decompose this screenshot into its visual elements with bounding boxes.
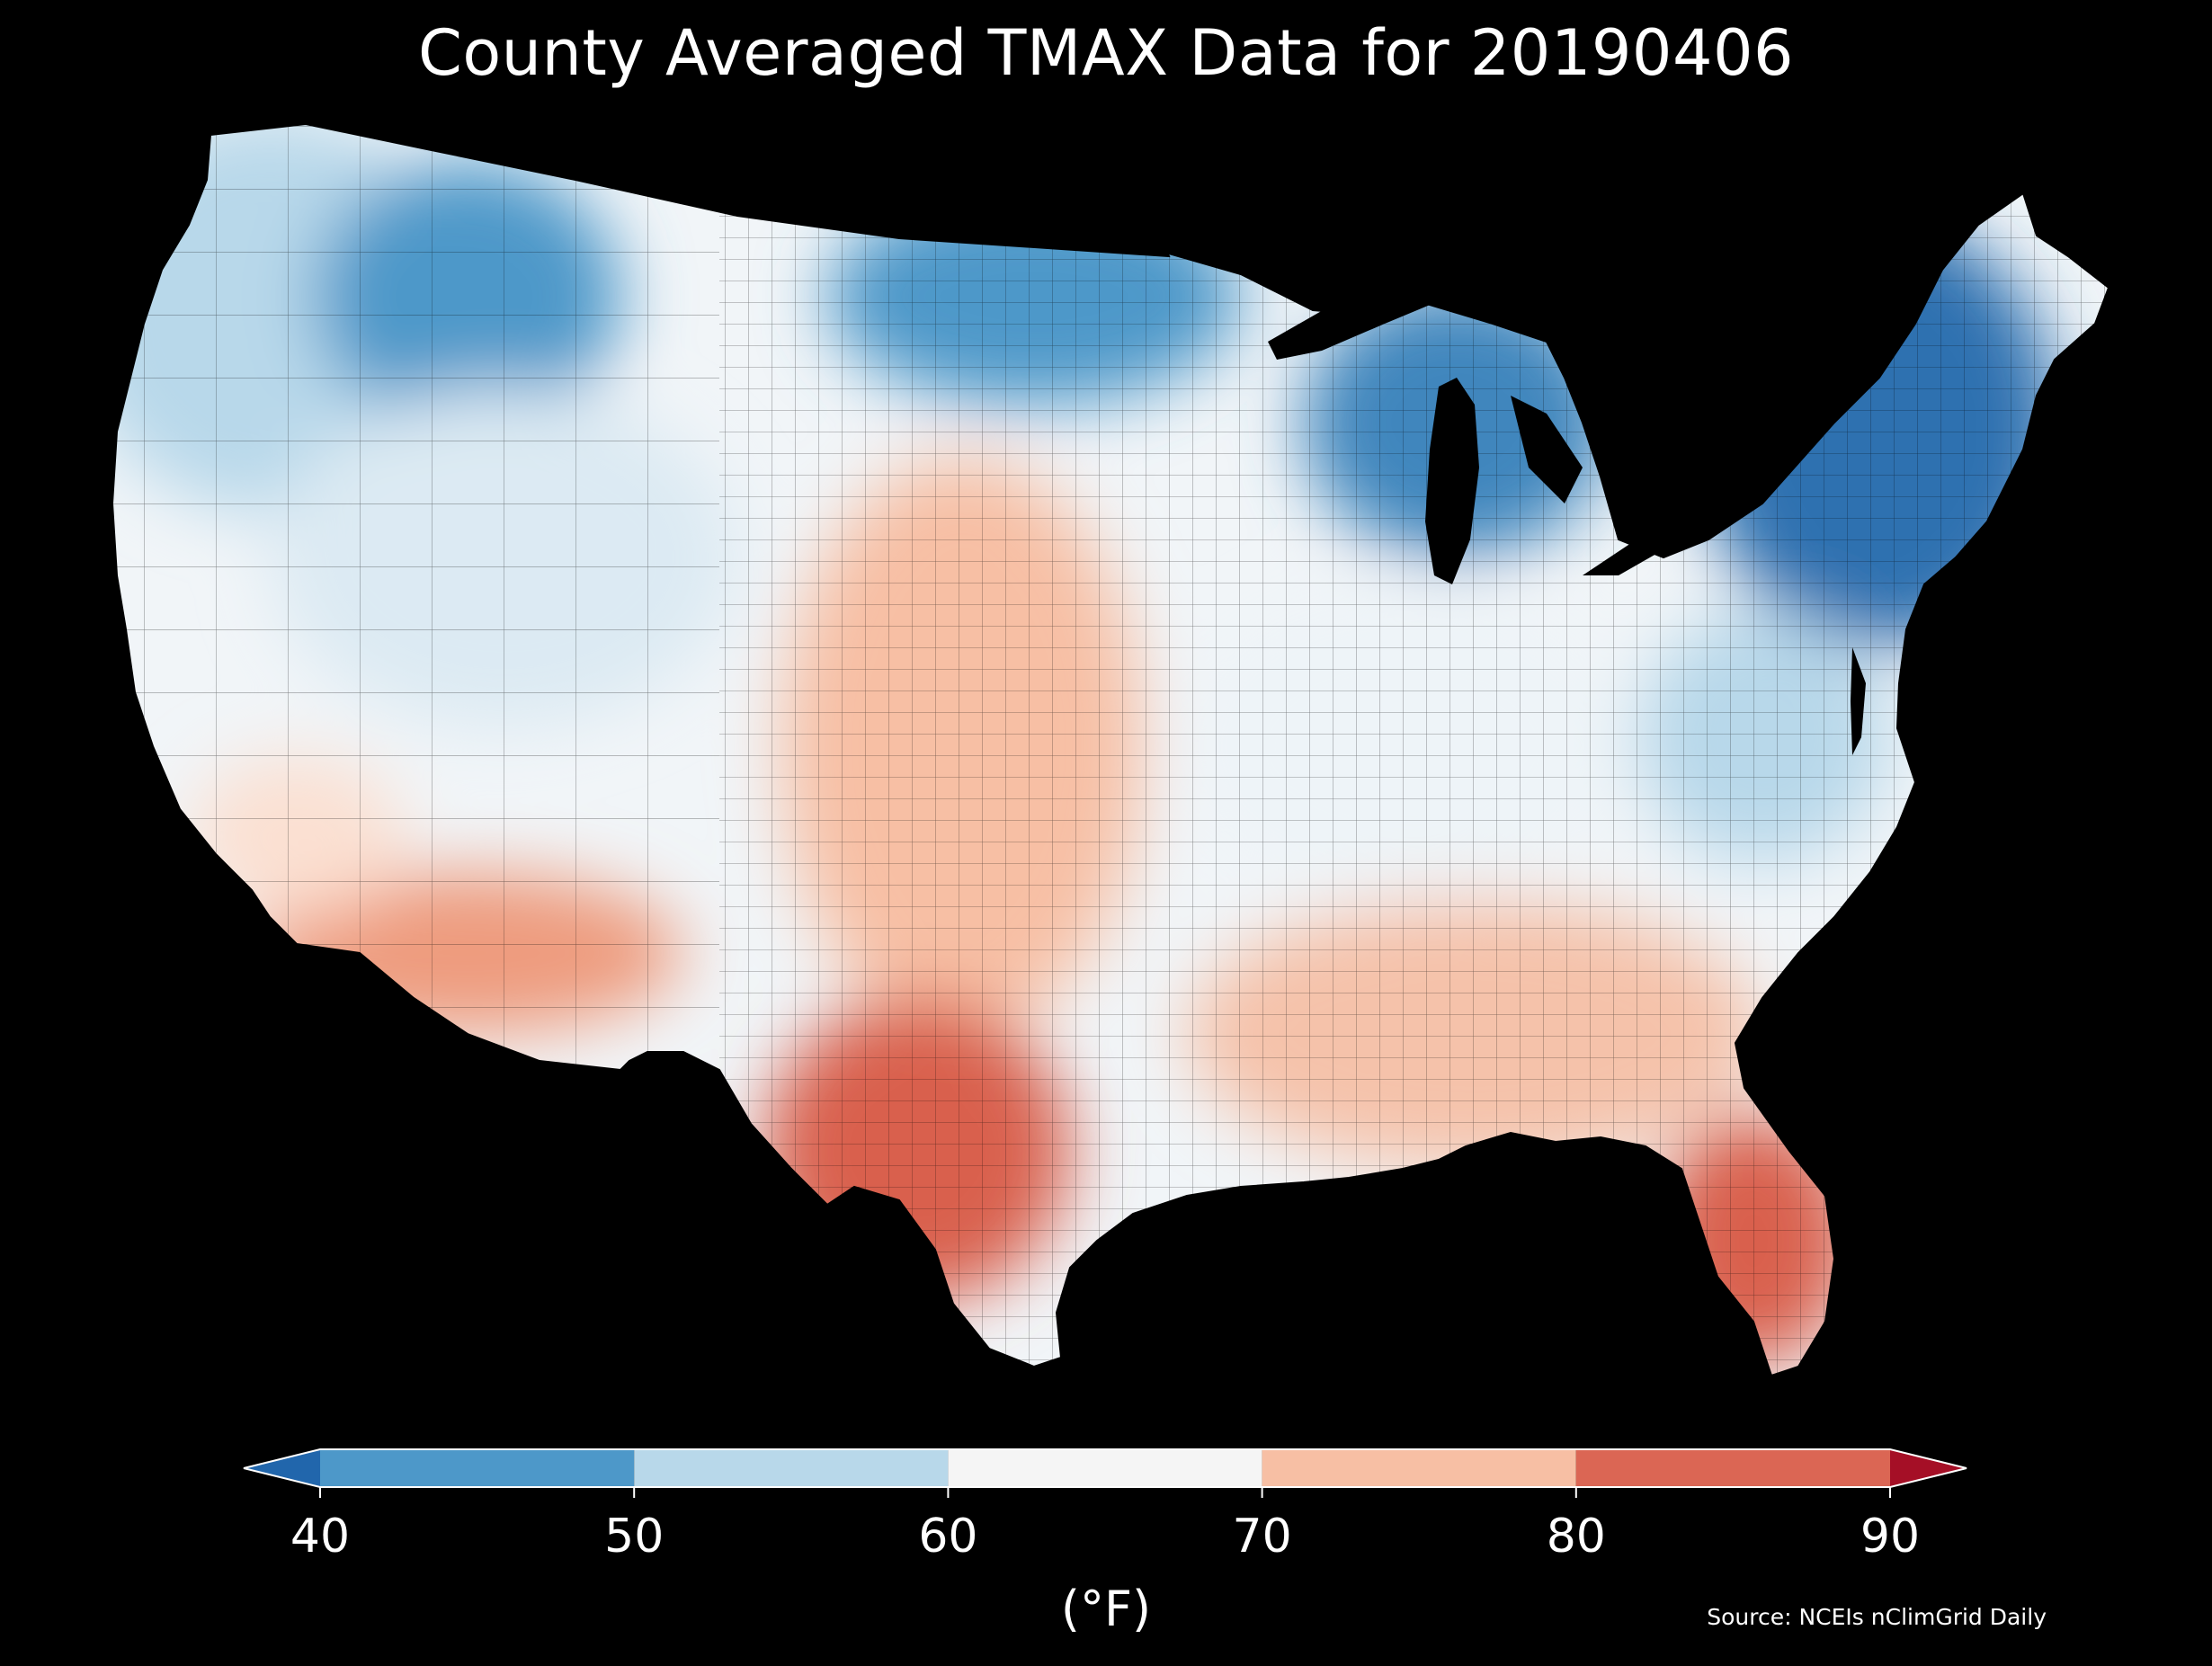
colorbar-extend-low xyxy=(244,1449,320,1487)
colorbar-tick-label: 50 xyxy=(604,1510,664,1564)
lake-huron xyxy=(1511,396,1583,503)
colorbar-tick-label: 80 xyxy=(1547,1510,1606,1564)
lake-michigan xyxy=(1425,378,1479,584)
map-title: County Averaged TMAX Data for 20190406 xyxy=(417,16,1795,90)
lake-superior xyxy=(1268,288,1439,360)
colorbar-tick-label: 60 xyxy=(918,1510,977,1564)
source-credit: Source: NCEIs nClimGrid Daily xyxy=(1707,1604,2047,1630)
colorbar-tick-label: 90 xyxy=(1860,1510,1920,1564)
colorbar-bin-40-50 xyxy=(320,1449,635,1487)
colorbar-bin-80-90 xyxy=(1575,1449,1890,1487)
colorbar-unit-label: (°F) xyxy=(1061,1581,1151,1637)
colorbar-bin-60-70 xyxy=(948,1449,1262,1487)
colorbar-extend-high xyxy=(1890,1449,1967,1487)
colorbar-tick-label: 70 xyxy=(1233,1510,1292,1564)
colorbar-bin-70-80 xyxy=(1262,1449,1576,1487)
chesapeake-bay xyxy=(1851,647,1866,755)
colorbar-bin-50-60 xyxy=(634,1449,949,1487)
colorbar-tick-label: 40 xyxy=(290,1510,350,1564)
